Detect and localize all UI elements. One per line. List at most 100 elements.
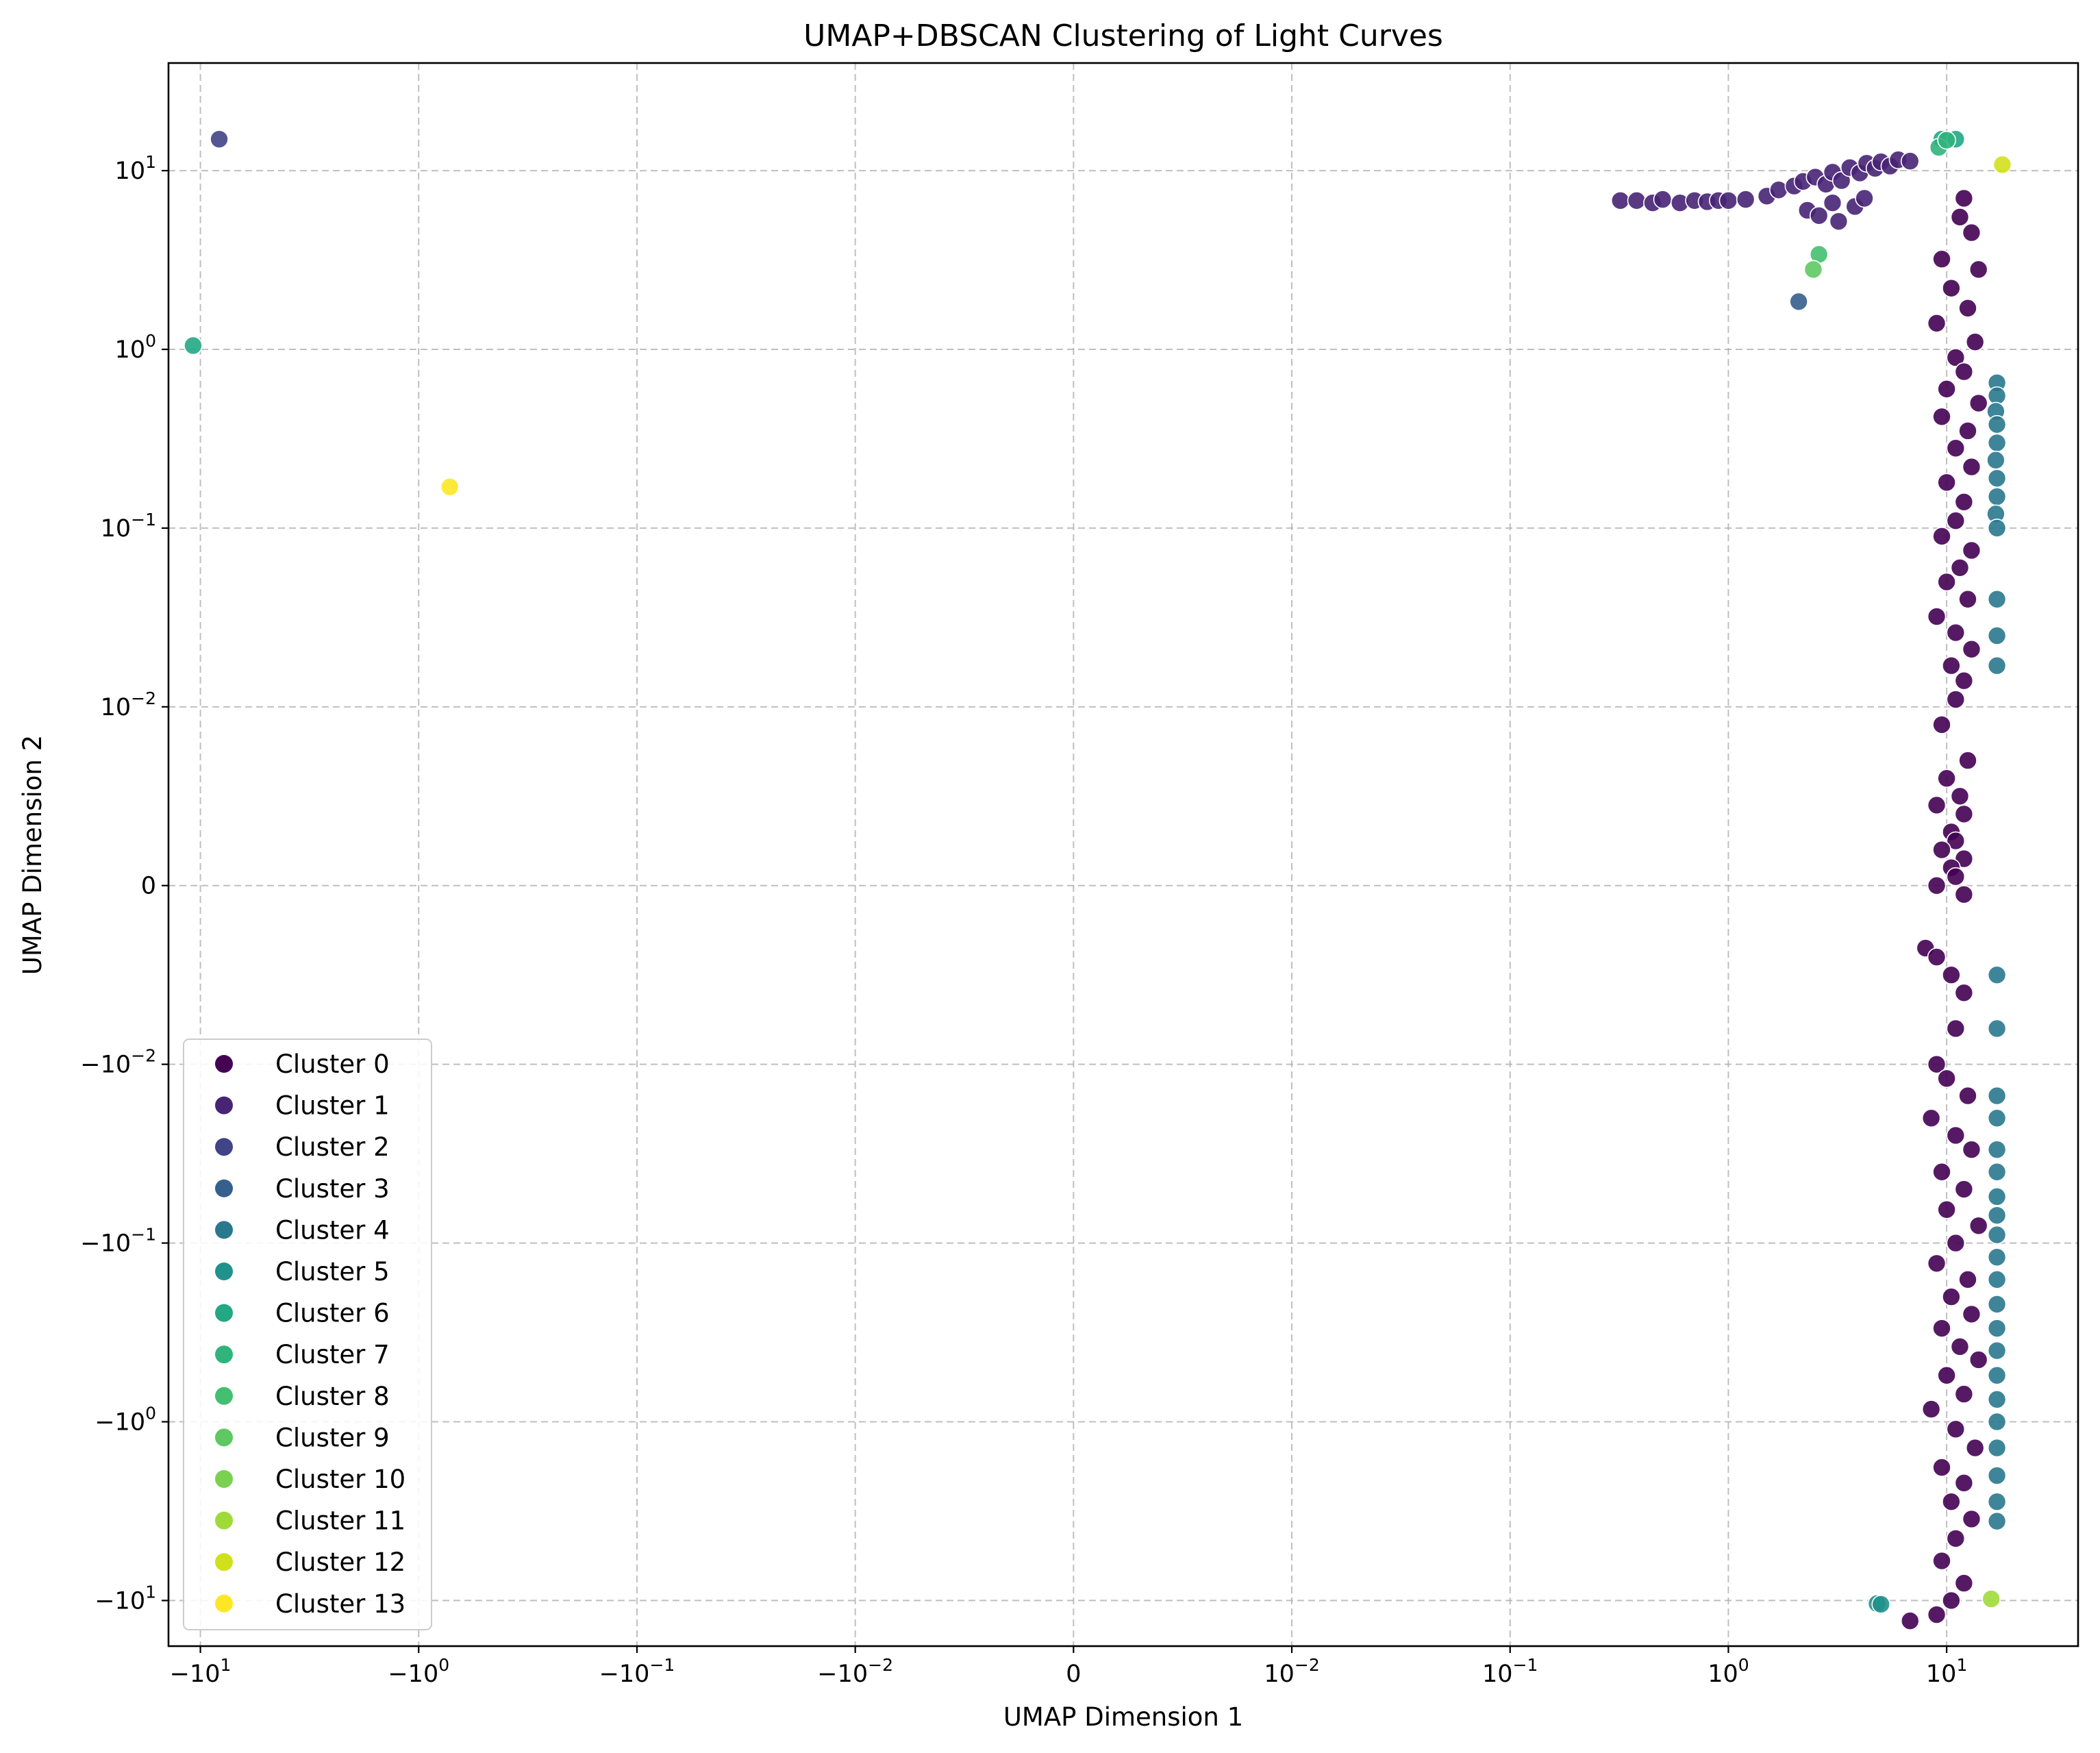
series-13 (440, 477, 460, 497)
legend-marker (215, 1594, 233, 1613)
data-point (1987, 626, 2007, 645)
data-point (1986, 450, 2005, 470)
legend-label: Cluster 7 (275, 1340, 390, 1369)
data-point (1987, 1511, 2007, 1531)
data-point (1954, 671, 1974, 691)
data-point (1954, 1474, 1974, 1493)
data-point (1942, 1591, 1961, 1611)
data-point (1987, 1206, 2007, 1225)
legend-label: Cluster 13 (275, 1589, 405, 1619)
data-point (1987, 487, 2007, 506)
data-point (1987, 656, 2007, 675)
y-axis-ticks: 101 100 10−1 10−2 0 −10−2 −10−1 −100 −101 (80, 152, 168, 1615)
data-point (1968, 1350, 1988, 1369)
legend-label: Cluster 3 (275, 1174, 390, 1204)
data-point (1968, 393, 1988, 413)
legend-marker (215, 1345, 233, 1364)
data-point (1946, 1419, 1966, 1439)
data-point (1942, 1492, 1961, 1511)
data-point (1987, 1295, 2007, 1314)
data-point (1829, 212, 1849, 231)
data-point (1987, 1086, 2007, 1106)
data-point (1921, 1108, 1941, 1128)
data-point (1962, 1140, 1982, 1159)
data-point (1987, 1390, 2007, 1409)
data-point (1927, 314, 1947, 333)
data-point (1937, 1199, 1956, 1219)
data-point (1946, 623, 1966, 643)
series-0 (1900, 188, 1988, 1630)
data-point (1950, 786, 1970, 806)
data-point (1932, 840, 1951, 860)
data-point (1987, 589, 2007, 609)
x-axis-ticks: −101 −100 −10−1 −10−2 0 10−2 10−1 100 101 (170, 1646, 1967, 1688)
legend-marker (215, 1511, 233, 1530)
data-point (1987, 469, 2007, 488)
data-point (1987, 1341, 2007, 1360)
legend-label: Cluster 1 (275, 1091, 390, 1121)
data-point (1987, 1412, 2007, 1432)
data-point (1987, 965, 2007, 984)
data-point (1809, 206, 1829, 225)
data-point (1932, 715, 1951, 734)
data-point (1962, 223, 1982, 243)
data-point (1958, 589, 1977, 609)
data-point (1871, 1595, 1890, 1614)
series-12 (1992, 155, 2012, 175)
legend-label: Cluster 5 (275, 1257, 390, 1286)
legend-marker (215, 1096, 233, 1115)
data-point (1932, 1458, 1951, 1477)
data-point (1937, 380, 1956, 399)
x-tick-label: 100 (1708, 1655, 1749, 1688)
data-point (1942, 656, 1961, 675)
data-point (1927, 947, 1947, 967)
legend-label: Cluster 8 (275, 1382, 390, 1411)
data-point (1932, 527, 1951, 546)
data-point (1927, 875, 1947, 895)
data-point (1627, 190, 1647, 210)
data-point (1987, 519, 2007, 538)
legend-label: Cluster 0 (275, 1049, 390, 1079)
data-point (1927, 1605, 1947, 1624)
data-point (1937, 1069, 1956, 1089)
legend-marker (215, 1428, 233, 1447)
y-tick-label: 100 (115, 331, 156, 364)
data-point (1942, 1287, 1961, 1306)
x-axis-label: UMAP Dimension 1 (1003, 1702, 1243, 1732)
data-point (1937, 769, 1956, 788)
legend-marker (215, 1553, 233, 1571)
data-point (1962, 1304, 1982, 1324)
data-point (1958, 751, 1977, 770)
y-tick-label: 101 (115, 152, 156, 185)
legend-label: Cluster 12 (275, 1547, 405, 1577)
data-point (1946, 511, 1966, 530)
data-point (1968, 260, 1988, 279)
data-point (1937, 1365, 1956, 1385)
data-point (1932, 407, 1951, 427)
legend-marker (215, 1387, 233, 1405)
data-point (1950, 1337, 1970, 1356)
data-point (1946, 348, 1966, 367)
legend: Cluster 0 Cluster 1 Cluster 2 Cluster 3 Clus… (183, 1039, 432, 1630)
data-point (1900, 1611, 1920, 1630)
data-point (1927, 607, 1947, 626)
data-point (1950, 558, 1970, 577)
data-point (1932, 1162, 1951, 1182)
y-tick-label: −10−1 (80, 1225, 156, 1258)
data-point (1803, 260, 1823, 279)
data-point (1987, 1187, 2007, 1206)
data-point (1736, 190, 1755, 209)
series-5 (1867, 1594, 1890, 1614)
data-point (1954, 1384, 1974, 1404)
data-point (1987, 414, 2007, 434)
legend-marker (215, 1263, 233, 1280)
y-tick-label: 10−1 (101, 510, 156, 543)
data-point (1987, 1225, 2007, 1245)
data-point (1823, 193, 1842, 212)
legend-marker (215, 1221, 233, 1239)
series-3 (1789, 292, 1808, 312)
data-point (1718, 190, 1738, 210)
legend-marker (215, 1179, 233, 1197)
x-tick-label: 101 (1926, 1655, 1967, 1688)
